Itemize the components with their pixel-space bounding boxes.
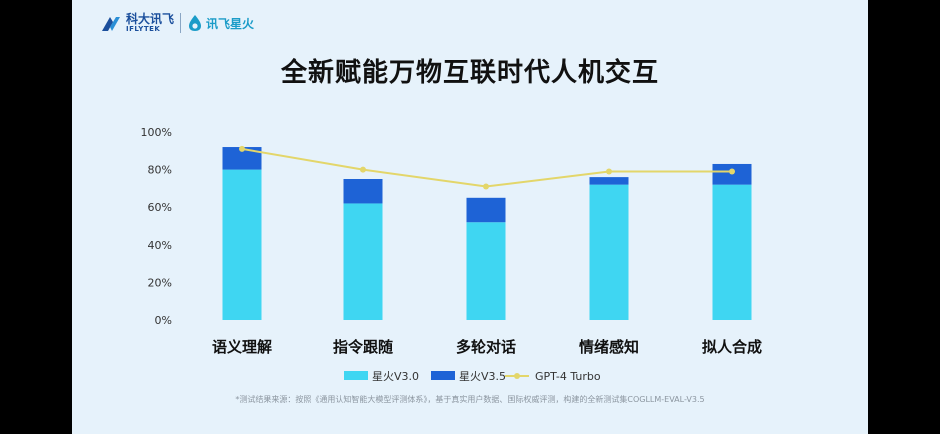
y-tick-label: 40% [148,239,172,252]
product-logo: 讯飞星火 [206,16,255,31]
y-tick-label: 60% [148,201,172,214]
gpt4-point [729,168,735,175]
chart: 0%20%40%60%80%100% 语义理解 指令跟随 多轮对话 情绪感知 拟人合成 … [141,126,762,383]
legend-label: 星火V3.0 [372,370,419,383]
page-title: 全新赋能万物互联时代人机交互 [280,58,659,88]
x-tick-label: 情绪感知 [579,338,639,356]
header: 科大讯飞 IFLYTEK 讯飞星火 [100,10,254,36]
bar-v35 [343,179,383,204]
logo-cn: 科大讯飞 [126,12,175,26]
logo-divider [180,13,182,33]
iflytek-logo-icon [102,17,120,31]
y-tick-label: 100% [141,126,172,139]
gpt4-point [360,166,366,173]
legend-swatch-dot [514,373,520,379]
footnote: *测试结果来源：按照《通用认知智能大模型评测体系》，基于真实用户数据、国际权威评… [235,395,705,404]
bar-v35 [222,147,262,170]
y-tick-label: 0% [155,314,172,327]
slide: 科大讯飞 IFLYTEK 讯飞星火 全新赋能万物互联时代人机交互 0% 20% 40… [72,0,868,434]
bar-v35 [466,197,506,223]
gpt4-point [606,168,612,175]
x-tick-label: 拟人合成 [702,338,762,356]
bars [222,147,752,320]
x-tick-label: 多轮对话 [456,338,516,356]
y-tick-label: 20% [148,276,172,289]
legend-swatch [431,371,455,380]
x-tick-label: 指令跟随 [333,338,393,356]
bar-v30 [712,184,752,320]
legend-label: 星火V3.5 [459,370,506,383]
spark-logo-icon [189,15,202,31]
gpt4-line [239,145,735,190]
iflytek-logo-text: 科大讯飞 IFLYTEK [126,13,174,33]
bar-v30 [222,169,262,320]
gpt4-series-line [241,147,732,188]
x-tick-label: 语义理解 [212,338,272,356]
bar-v30 [343,203,383,320]
bar-v35 [589,177,629,185]
y-tick-label: 80% [148,164,172,177]
bar-v30 [466,222,506,320]
bar-v30 [589,184,629,320]
gpt4-point [483,183,489,190]
y-axis: 0% 20% 40% 60% 80% 100% [141,126,172,327]
legend-label: GPT-4 Turbo [535,370,601,383]
logo-en: IFLYTEK [126,25,161,33]
legend-swatch [344,371,368,380]
legend: 星火V3.0 星火V3.5 GPT-4 Turbo [344,370,601,383]
x-axis: 语义理解 指令跟随 多轮对话 情绪感知 拟人合成 [212,338,762,356]
gpt4-point [239,145,245,152]
